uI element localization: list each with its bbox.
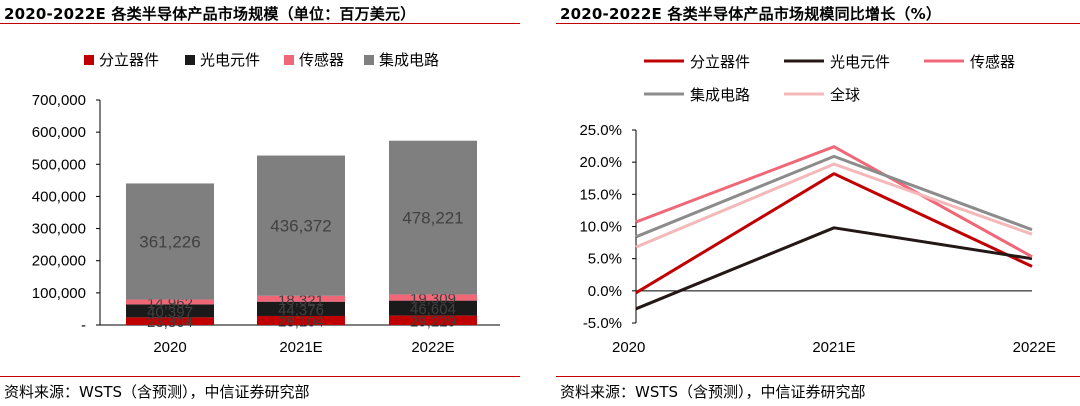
x-tick-label: 2020 — [153, 339, 186, 356]
x-tick-label: 2022E — [411, 339, 454, 356]
y-tick-label: 15.0% — [579, 186, 622, 203]
legend-swatch-1 — [84, 55, 94, 65]
x-tick-label: 2021E — [812, 339, 855, 356]
bar-segment-2021e-series-2 — [257, 301, 345, 316]
bar-segment-2021e-series-4 — [257, 155, 345, 296]
legend-label-1: 分立器件 — [690, 54, 750, 71]
data-label: 436,372 — [270, 217, 331, 236]
right-chart-title: 2020-2022E 各类半导体产品市场规模同比增长（%） — [560, 5, 942, 23]
y-tick-label: 700,000 — [32, 92, 86, 109]
y-tick-label: 200,000 — [32, 253, 86, 270]
series-line-2 — [635, 226, 1033, 311]
y-tick-label: - — [81, 317, 86, 334]
legend-swatch-2 — [185, 55, 195, 65]
legend-label-2: 光电元件 — [830, 54, 890, 71]
data-label: 478,221 — [402, 209, 463, 228]
right-source-note: 资料来源：WSTS（含预测），中信证券研究部 — [560, 383, 866, 401]
y-tick-label: 600,000 — [32, 124, 86, 141]
bar-segment-2022e-series-1 — [389, 315, 477, 325]
series-line-4 — [635, 154, 1033, 239]
data-label: 28,104 — [278, 313, 324, 330]
bar-segment-2021e-series-3 — [257, 295, 345, 302]
legend-label-4: 集成电路 — [379, 52, 439, 69]
bar-segment-2020-series-3 — [126, 299, 214, 305]
right-title-rule — [556, 23, 1080, 24]
left-source-note: 资料来源：WSTS（含预测），中信证券研究部 — [4, 383, 310, 401]
y-tick-label: 25.0% — [579, 122, 622, 139]
data-label: 361,226 — [139, 233, 200, 252]
right-chart-panel: 2020-2022E 各类半导体产品市场规模同比增长（%） 分立器件 光电元件 传感… — [556, 0, 1080, 406]
bar-segment-2022e-series-2 — [389, 300, 477, 316]
bar-segment-2020-series-1 — [126, 317, 214, 325]
y-tick-label: 5.0% — [588, 251, 622, 268]
y-tick-label: 20.0% — [579, 154, 622, 171]
legend-swatch-3 — [284, 55, 294, 65]
left-chart-panel: 2020-2022E 各类半导体产品市场规模（单位：百万美元） 分立器件 光电元件… — [0, 0, 520, 406]
data-label: 18,321 — [278, 292, 324, 309]
legend-label-3: 传感器 — [970, 54, 1015, 71]
bar-segment-2020-series-2 — [126, 304, 214, 318]
right-source-rule — [556, 376, 1080, 377]
x-tick-label: 2021E — [279, 339, 322, 356]
bar-segment-2021e-series-1 — [257, 315, 345, 325]
left-chart-title: 2020-2022E 各类半导体产品市场规模（单位：百万美元） — [4, 5, 416, 23]
legend-label-1: 分立器件 — [99, 52, 159, 69]
x-tick-label: 2022E — [1013, 339, 1056, 356]
y-tick-label: 400,000 — [32, 188, 86, 205]
y-tick-label: -5.0% — [583, 315, 622, 332]
data-label: 23,804 — [147, 314, 193, 331]
y-tick-label: 0.0% — [588, 283, 622, 300]
left-title-rule — [0, 23, 520, 24]
bar-segment-2022e-series-3 — [389, 294, 477, 301]
series-line-1 — [635, 172, 1033, 295]
bar-segment-2020-series-4 — [126, 183, 214, 300]
legend-label-3: 传感器 — [299, 52, 344, 69]
left-source-rule — [0, 376, 520, 377]
data-label: 19,309 — [410, 291, 456, 308]
y-tick-label: 10.0% — [579, 219, 622, 236]
data-label: 40,397 — [147, 304, 193, 321]
y-tick-label: 100,000 — [32, 285, 86, 302]
data-label: 44,376 — [278, 302, 324, 319]
legend-label-5: 全球 — [830, 86, 860, 104]
legend-swatch-4 — [364, 55, 374, 65]
x-tick-label: 2020 — [612, 339, 645, 356]
data-label: 29,229 — [410, 313, 456, 330]
stacked-bar-chart: 分立器件 光电元件 传感器 集成电路 - 100,000 200,000 300,000 400… — [32, 52, 500, 356]
series-line-5 — [635, 162, 1033, 249]
bar-segment-2022e-series-4 — [389, 140, 477, 295]
legend-label-2: 光电元件 — [200, 52, 260, 69]
legend-label-4: 集成电路 — [690, 87, 750, 104]
data-label: 46,604 — [410, 301, 456, 318]
y-tick-label: 300,000 — [32, 221, 86, 238]
y-tick-label: 500,000 — [32, 156, 86, 173]
series-line-3 — [635, 145, 1033, 259]
